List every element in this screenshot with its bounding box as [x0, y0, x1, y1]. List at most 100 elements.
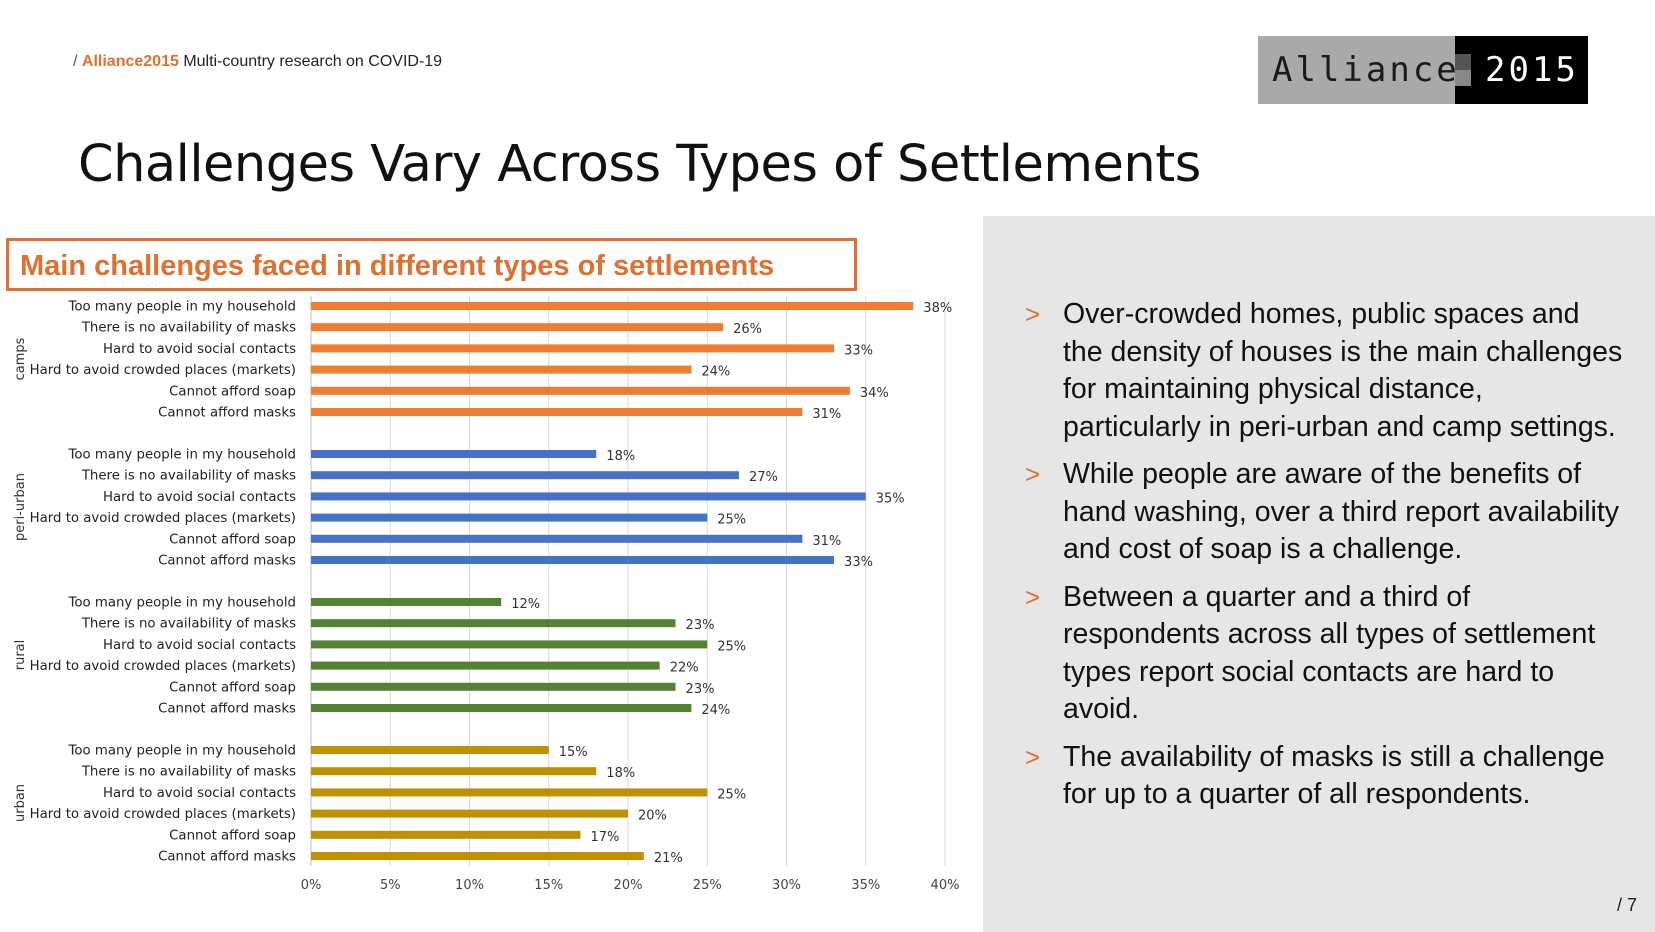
x-tick-label: 5%	[380, 878, 401, 893]
side-panel	[983, 216, 1655, 932]
data-label: 33%	[844, 555, 873, 570]
bar	[311, 408, 803, 416]
category-label: There is no availability of masks	[81, 765, 296, 780]
bar	[311, 534, 803, 543]
data-label: 24%	[701, 365, 730, 380]
data-label: 35%	[876, 491, 905, 506]
bullet-text: The availability of masks is still a cha…	[1063, 740, 1605, 811]
bar	[311, 682, 676, 691]
bullet-item: > Over-crowded homes, public spaces and t…	[1025, 296, 1625, 446]
logo-black-block: 2015	[1455, 36, 1588, 104]
data-label: 34%	[860, 386, 889, 401]
bullet-item: > While people are aware of the benefits …	[1025, 456, 1625, 569]
category-label: There is no availability of masks	[81, 617, 296, 632]
bar	[311, 640, 708, 649]
bullet-text: Over-crowded homes, public spaces and th…	[1063, 298, 1623, 443]
bar	[311, 386, 850, 395]
data-label: 12%	[511, 597, 540, 612]
x-tick-label: 15%	[534, 878, 563, 893]
category-label: Too many people in my household	[68, 596, 296, 611]
bar	[311, 830, 581, 839]
category-label: Hard to avoid crowded places (markets)	[30, 807, 296, 822]
bar	[311, 365, 692, 374]
bar	[311, 704, 692, 712]
category-label: Cannot afford soap	[169, 680, 296, 695]
bar	[311, 767, 597, 776]
slide-title: Challenges Vary Across Types of Settleme…	[78, 135, 1201, 194]
category-label: Cannot afford masks	[158, 702, 296, 717]
category-label: Cannot afford soap	[169, 384, 296, 399]
header-subtitle: Multi-country research on COVID-19	[183, 53, 443, 70]
data-label: 26%	[733, 322, 762, 337]
bar	[311, 513, 708, 522]
logo-grey-block: Alliance	[1258, 36, 1457, 104]
category-label: Hard to avoid social contacts	[103, 490, 296, 505]
data-label: 18%	[606, 766, 635, 781]
data-label: 20%	[638, 809, 667, 824]
bar	[311, 344, 835, 353]
header-brand: Alliance2015	[81, 53, 179, 70]
alliance2015-logo: Alliance 2015	[1258, 36, 1588, 104]
data-label: 31%	[812, 534, 841, 549]
x-tick-label: 35%	[851, 878, 880, 893]
group-label: camps	[13, 337, 28, 380]
bullet-list: > Over-crowded homes, public spaces and t…	[1025, 296, 1625, 824]
bullet-marker: >	[1025, 299, 1041, 329]
category-label: Too many people in my household	[68, 448, 296, 463]
bar	[311, 788, 708, 797]
category-label: Hard to avoid social contacts	[103, 786, 296, 801]
x-tick-label: 10%	[455, 878, 484, 893]
data-label: 15%	[559, 745, 588, 760]
category-label: Cannot afford masks	[158, 554, 296, 569]
bar	[311, 492, 866, 501]
bullet-item: > The availability of masks is still a ch…	[1025, 739, 1625, 814]
logo-notch	[1455, 54, 1471, 70]
data-label: 21%	[654, 851, 683, 866]
category-label: There is no availability of masks	[81, 321, 296, 336]
bar	[311, 661, 660, 670]
category-label: Hard to avoid crowded places (markets)	[30, 659, 296, 674]
category-label: There is no availability of masks	[81, 469, 296, 484]
bar	[311, 556, 835, 564]
category-label: Hard to avoid social contacts	[103, 638, 296, 653]
data-label: 27%	[749, 470, 778, 485]
chart-title: Main challenges faced in different types…	[20, 250, 775, 282]
x-tick-label: 40%	[931, 878, 960, 893]
bar	[311, 746, 549, 754]
bar	[311, 852, 644, 860]
x-tick-label: 30%	[772, 878, 801, 893]
header-slash: /	[73, 53, 78, 70]
category-label: Hard to avoid crowded places (markets)	[30, 511, 296, 526]
data-label: 23%	[686, 682, 715, 697]
bullet-marker: >	[1025, 741, 1041, 772]
x-tick-label: 0%	[301, 878, 322, 893]
group-label: peri-urban	[13, 473, 28, 541]
data-label: 31%	[812, 407, 841, 422]
data-label: 24%	[701, 703, 730, 718]
data-label: 17%	[590, 830, 619, 845]
bar	[311, 450, 597, 458]
bullet-text: Between a quarter and a third of respond…	[1063, 580, 1596, 726]
data-label: 25%	[717, 639, 746, 654]
logo-notch	[1455, 70, 1471, 86]
bar-chart: 0% 5% 10% 15% 20% 25% 30% 35% 40% camps Too many p…	[13, 296, 960, 893]
x-tick-label: 20%	[614, 878, 643, 893]
bar	[311, 302, 914, 310]
logo-right-word: 2015	[1485, 50, 1579, 90]
data-label: 23%	[686, 618, 715, 633]
category-label: Cannot afford masks	[158, 406, 296, 421]
group-label: rural	[13, 640, 28, 671]
category-label: Cannot afford masks	[158, 850, 296, 865]
bullet-marker: >	[1025, 459, 1041, 489]
bar	[311, 809, 628, 818]
bar	[311, 619, 676, 628]
category-label: Cannot afford soap	[169, 828, 296, 843]
category-label: Too many people in my household	[68, 300, 296, 315]
bar	[311, 598, 502, 606]
data-label: 33%	[844, 343, 873, 358]
data-label: 18%	[606, 449, 635, 464]
page-number: / 7	[1617, 895, 1638, 915]
bullet-item: > Between a quarter and a third of respon…	[1025, 579, 1625, 729]
bullet-marker: >	[1025, 581, 1041, 612]
data-label: 38%	[923, 301, 952, 316]
